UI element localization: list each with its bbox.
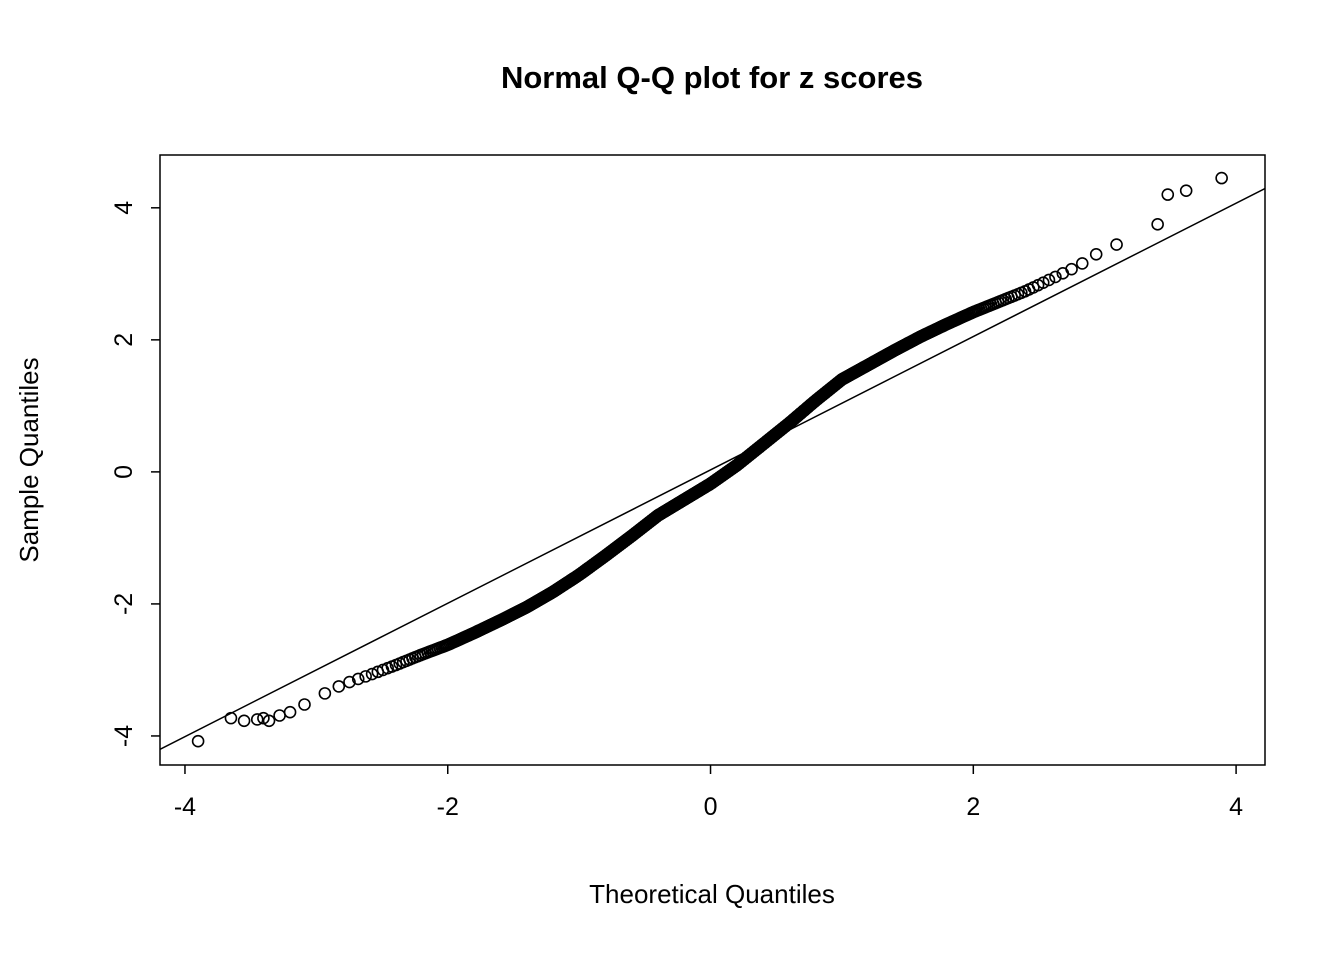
x-axis-title: Theoretical Quantiles bbox=[589, 879, 835, 909]
y-tick-label: 4 bbox=[110, 201, 138, 215]
x-tick-label: 2 bbox=[966, 793, 980, 821]
y-tick-label: -2 bbox=[110, 593, 138, 615]
data-point bbox=[365, 667, 379, 681]
data-point bbox=[1036, 276, 1050, 290]
data-point bbox=[298, 698, 311, 711]
reference-line bbox=[160, 187, 1265, 750]
y-tick-label: 2 bbox=[110, 333, 138, 347]
data-point bbox=[351, 672, 365, 686]
data-point bbox=[250, 713, 264, 726]
data-point bbox=[1110, 238, 1123, 251]
data-point bbox=[1065, 262, 1078, 276]
data-point bbox=[1179, 184, 1193, 197]
data-point bbox=[1151, 218, 1164, 231]
data-point bbox=[1075, 257, 1089, 270]
plot-title: Normal Q-Q plot for z scores bbox=[501, 60, 923, 95]
data-point bbox=[318, 687, 332, 700]
x-tick-label: 0 bbox=[704, 793, 718, 821]
data-point bbox=[283, 705, 297, 719]
scatter-points bbox=[191, 171, 1228, 748]
data-point bbox=[1089, 248, 1103, 261]
data-point bbox=[332, 680, 346, 693]
data-point bbox=[224, 711, 238, 725]
y-axis-title: Sample Quantiles bbox=[14, 357, 44, 562]
data-point bbox=[1161, 188, 1175, 201]
x-tick-label: -2 bbox=[437, 793, 459, 821]
x-axis: -4 -2 0 2 4 bbox=[174, 765, 1243, 821]
data-point bbox=[273, 709, 286, 722]
data-point bbox=[359, 670, 372, 683]
data-point bbox=[1215, 171, 1228, 185]
y-tick-label: -4 bbox=[110, 725, 138, 747]
y-axis: -4 -2 0 2 4 bbox=[110, 201, 160, 747]
data-point bbox=[237, 714, 251, 728]
data-point bbox=[257, 711, 270, 725]
data-point bbox=[1042, 273, 1056, 287]
data-point bbox=[191, 734, 205, 748]
x-tick-label: -4 bbox=[174, 793, 196, 821]
data-point bbox=[262, 714, 276, 728]
data-point bbox=[343, 675, 356, 689]
y-tick-label: 0 bbox=[110, 465, 138, 479]
data-point bbox=[1049, 270, 1062, 284]
plot-border bbox=[159, 154, 1266, 766]
x-tick-label: 4 bbox=[1229, 793, 1243, 821]
